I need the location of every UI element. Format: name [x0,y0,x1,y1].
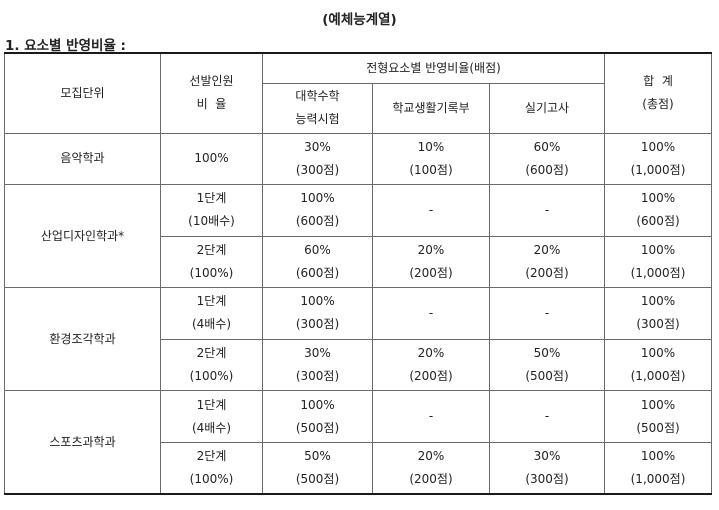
school-record-cell: 20% (200점) [372,338,490,392]
school-record-cell: 10% (100점) [372,132,490,186]
school-record-cell: 20% (200점) [372,235,490,289]
selection-cell: 2단계 (100%) [160,441,263,495]
selection-cell: 2단계 (100%) [160,338,263,392]
exam-cell: 30% (300점) [262,338,373,392]
school-record-cell: - [372,390,490,443]
table-row: 2단계 (100%) 30% (300점) 20% (200점) 50% (500점) 100%… [5,338,713,392]
header-exam: 대학수학 능력시험 [262,82,373,134]
table-row: 환경조각학과 1단계 (4배수) 100% (300점) - -100% (300점) [4,287,713,392]
exam-cell: 50% (500점) [262,441,373,495]
selection-cell: 100% [160,132,263,186]
practical-cell: - [488,390,606,443]
unit-cell: 환경조각학과 [4,287,161,392]
practical-cell: 20% (200점) [488,235,606,289]
selection-cell: 1단계 (10배수) [160,184,263,237]
selection-cell: 1단계 (4배수) [160,390,263,443]
practical-cell: - [488,184,606,237]
practical-cell: - [488,287,606,340]
practical-cell: 50% (500점) [488,338,606,392]
exam-cell: 100% (300점) [262,287,373,340]
header-school-record: 학교생활기록부 [372,82,490,134]
section-heading: 1. 요소별 반영비율 : [5,38,126,54]
school-record-cell: - [372,184,490,237]
unit-cell: 산업디자인학과* [4,184,161,289]
table-row: 산업디자인학과* 1단계 (10배수) 100% (600점) - -100% (600점) [4,184,713,289]
school-record-cell: - [372,287,490,340]
table-row: 2단계 (100%) 50% (500점) 20% (200점) 30% (300점) 100%… [5,441,713,495]
table-row: 스포츠과학과 1단계 (4배수) 100% (500점) - -100% (500점) [4,390,713,495]
total-cell: 100% (1,000점) [604,441,713,495]
practical-cell: 30% (300점) [488,441,606,495]
table-row: 음악학과 100% 30% (300점) 10% (100점) 60% (600점) 100%(… [4,132,713,186]
selection-cell: 2단계 (100%) [160,235,263,289]
selection-cell: 1단계 (4배수) [160,287,263,340]
exam-cell: 100% (600점) [262,184,373,237]
school-record-cell: 20% (200점) [372,441,490,495]
header-total: 합 계 (총점) [604,52,713,134]
unit-cell: 스포츠과학과 [4,390,161,495]
total-cell: 100% (600점) [604,184,713,237]
total-cell: 100% (1,000점) [604,235,713,289]
total-cell: 100% (300점) [604,287,713,340]
total-cell: 100% (1,000점) [604,132,713,186]
total-cell: 100% (1,000점) [604,338,713,392]
header-practical: 실기고사 [488,82,606,134]
exam-cell: 60% (600점) [262,235,373,289]
exam-cell: 100% (500점) [262,390,373,443]
header-element-ratio-group: 전형요소별 반영비율(배점) [261,52,606,84]
practical-cell: 60% (600점) [488,132,606,186]
header-unit: 모집단위 [4,52,161,134]
unit-cell: 음악학과 [4,132,161,186]
exam-cell: 30% (300점) [262,132,373,186]
page-title: (예체능계열) [322,12,397,28]
header-selection-ratio: 선발인원 비 율 [160,52,263,134]
admission-ratio-table: 모집단위 선발인원 비 율 전형요소별 반영비율(배점) 합 계 (총점) 대학… [4,52,713,495]
total-cell: 100% (500점) [604,390,713,443]
table-row: 2단계 (100%) 60% (600점) 20% (200점) 20% (200점) 100%… [5,235,713,289]
